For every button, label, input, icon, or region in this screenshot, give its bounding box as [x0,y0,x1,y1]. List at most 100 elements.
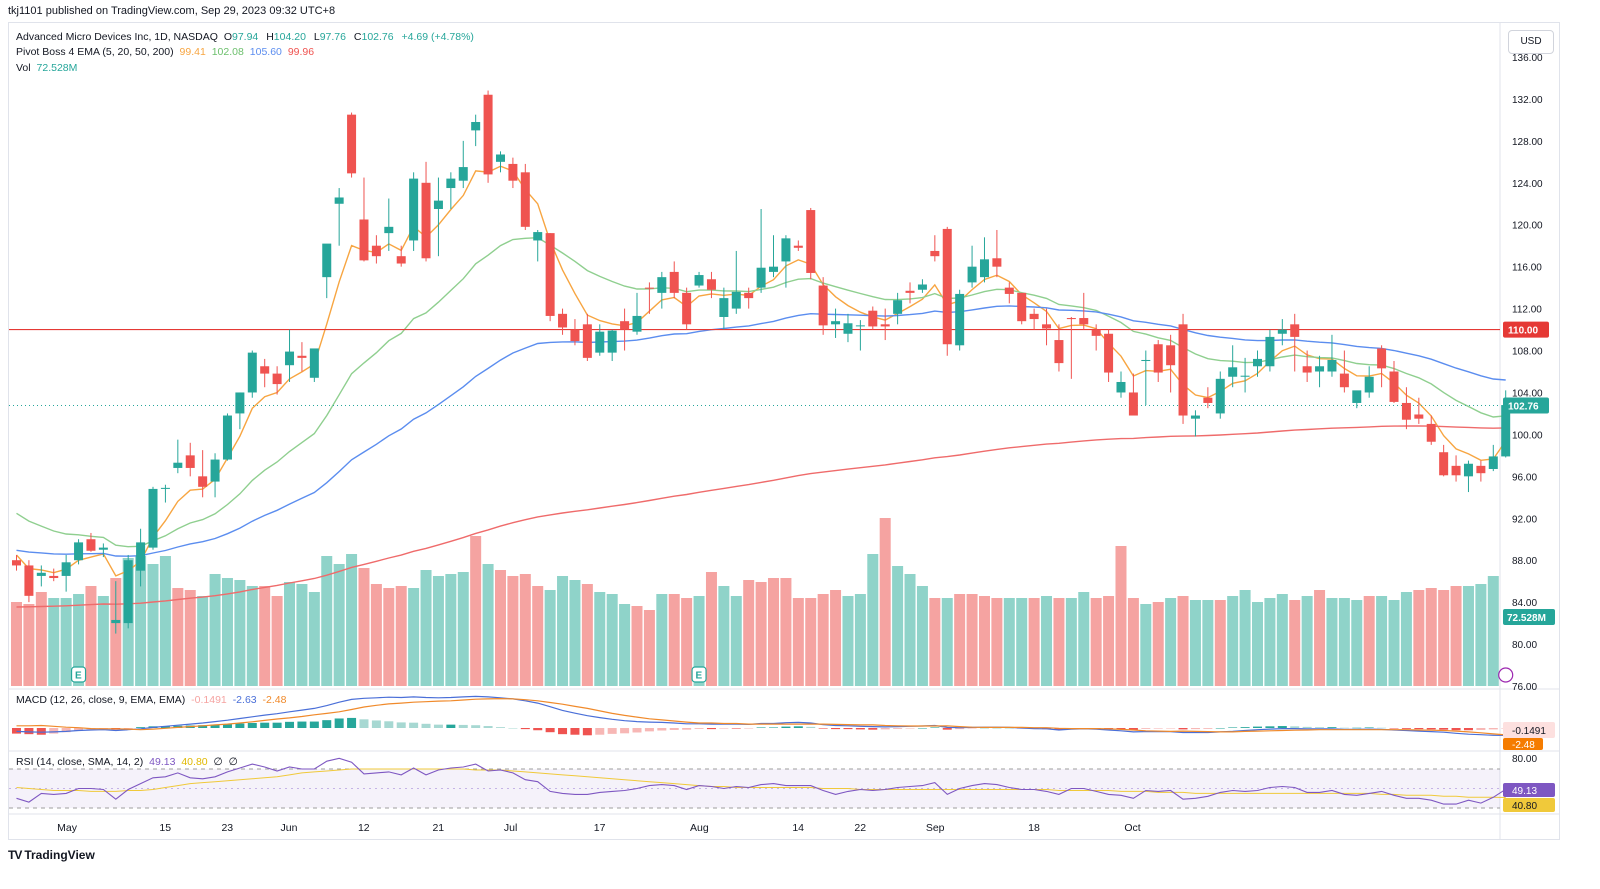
macd-histogram-bar [12,728,21,734]
volume-bar [1264,598,1276,686]
volume-bar [594,592,606,686]
macd-histogram-bar [1228,727,1238,728]
macd-title: MACD (12, 26, close, 9, EMA, EMA) [16,694,186,706]
macd-histogram-bar [1401,728,1411,729]
candle-body [942,228,952,345]
volume-bar [383,588,395,686]
volume-bar [768,578,780,686]
macd-histogram-bar [1426,728,1436,730]
macd-histogram-bar [309,721,319,728]
ema-value-200: 99.96 [287,46,315,58]
volume-bar [271,596,283,686]
volume-bar [494,570,506,686]
earnings-marker-label: E [75,671,82,682]
volume-bar [1003,598,1015,686]
volume-bar [73,594,85,686]
time-axis-label: 23 [221,822,233,834]
time-axis-label: 14 [792,822,804,834]
volume-bar [1326,598,1338,686]
macd-histogram-bar [682,728,692,730]
time-axis-label: Sep [926,822,945,834]
candle-body [781,238,791,262]
candle-body [1476,465,1486,474]
candle-body [1215,378,1225,414]
macd-histogram-bar [359,719,369,728]
volume-bar [1028,598,1040,686]
candle-body [744,292,754,299]
rsi-title: RSI (14, close, SMA, 14, 2) [16,756,144,768]
volume-bar [1425,588,1437,686]
ema200-line [16,425,1506,608]
rsi-ma-line [16,768,1506,798]
macd-histogram-bar [1315,727,1325,728]
macd-histogram-bar [868,728,878,730]
volume-bar [743,580,755,686]
candle-body [173,462,183,468]
volume-title: Vol [16,62,31,74]
volume-bar [929,598,941,686]
macd-histogram-bar [1327,727,1337,728]
macd-histogram-bar [433,724,443,728]
macd-histogram-bar [955,728,965,730]
volume-bar [892,566,904,686]
volume-bar [135,556,147,686]
macd-histogram-bar [1253,726,1262,728]
volume-bar [954,594,966,686]
rsi-legend: RSI (14, close, SMA, 14, 2) 49.13 40.80 … [16,756,241,768]
candle-body [1240,375,1250,377]
volume-bar [544,590,556,686]
volume-bar [358,568,370,686]
volume-bar [1413,590,1425,686]
candle-body [806,210,816,273]
macd-histogram-bar [123,728,133,729]
volume-value: 72.528M [36,62,78,74]
macd-histogram-bar [247,722,257,728]
macd-histogram-bar [706,728,716,730]
hline-price-label: 110.00 [1508,326,1538,337]
rsi-line [16,757,1506,805]
macd-histogram-bar [222,724,232,728]
macd-histogram-bar [917,728,927,729]
candle-body [1315,366,1325,372]
candle-body [1203,397,1213,403]
volume-bar [1041,596,1053,686]
macd-histogram-bar [347,717,357,728]
candle-body [74,542,84,561]
candle-body [1091,329,1101,336]
macd-histogram-bar [1166,728,1176,729]
volume-bar [693,596,705,686]
price-tick-label: 92.00 [1512,514,1537,525]
volume-bar [1214,600,1226,686]
candle-body [1364,376,1374,393]
candle-body [24,565,34,596]
macd-histogram-bar [942,728,952,730]
macd-signal-line [16,697,1506,736]
volume-bar [60,598,72,686]
currency-button[interactable]: USD [1508,30,1554,54]
dividend-event-icon [1498,667,1514,683]
macd-histogram-bar [409,722,419,728]
macd-histogram-bar [880,728,890,730]
candle-body [967,266,977,283]
ohlc-high: 104.20 [273,31,306,43]
candle-body [979,259,989,278]
volume-legend: Vol 72.528M [16,62,80,74]
volume-bar [370,584,382,686]
macd-histogram-bar [1488,728,1498,730]
time-axis-label: 22 [854,822,866,834]
candle-body [185,455,195,468]
macd-histogram-bar [1364,727,1374,728]
candle-body [371,245,381,257]
ohlc-open-label: O [223,31,232,43]
macd-histogram-bar [893,728,903,729]
volume-bar [1450,586,1462,686]
macd-histogram-bar [61,728,71,733]
candle-body [471,121,481,131]
price-tick-label: 120.00 [1512,221,1543,232]
candle-body [260,366,270,374]
macd-hist-value: -0.1491 [191,694,227,706]
price-tick-label: 124.00 [1512,179,1543,190]
volume-bar [321,556,333,686]
volume-bar [854,594,866,686]
